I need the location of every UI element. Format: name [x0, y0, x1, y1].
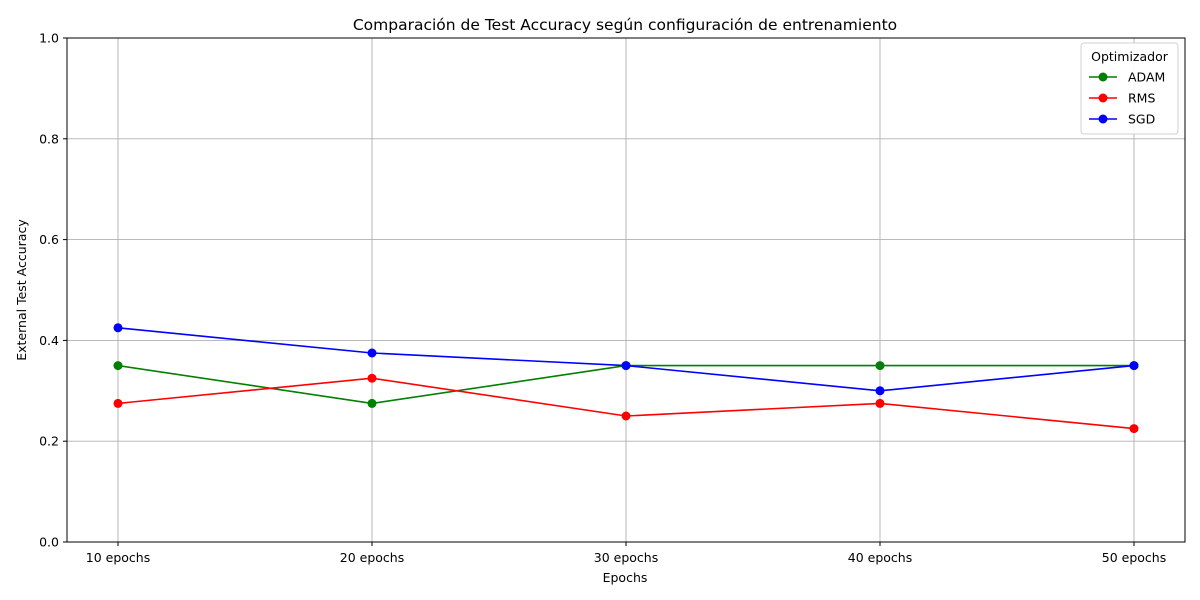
- x-tick-label: 10 epochs: [86, 550, 150, 565]
- legend: Optimizador ADAM RMS SGD: [1080, 42, 1179, 135]
- y-tick-label: 1.0: [39, 31, 59, 46]
- legend-title: Optimizador: [1091, 49, 1169, 64]
- y-tick-label: 0.6: [39, 232, 59, 247]
- y-tick-label: 0.0: [39, 535, 59, 550]
- chart-title: Comparación de Test Accuracy según confi…: [353, 16, 897, 34]
- y-tick-label: 0.8: [39, 131, 59, 146]
- data-point-rms: [367, 373, 377, 383]
- legend-box: [1080, 42, 1179, 135]
- legend-label-rms: RMS: [1128, 91, 1155, 106]
- data-point-sgd: [875, 386, 885, 396]
- x-tick-label: 20 epochs: [340, 550, 404, 565]
- x-tick-label: 30 epochs: [594, 550, 658, 565]
- series-sgd: [113, 323, 1139, 396]
- x-tick-label: 40 epochs: [848, 550, 912, 565]
- data-point-adam: [367, 398, 377, 408]
- legend-label-sgd: SGD: [1128, 112, 1155, 127]
- data-point-rms: [1129, 424, 1139, 434]
- data-point-sgd: [621, 361, 631, 371]
- legend-marker-adam: [1098, 72, 1108, 82]
- series-layer: [113, 323, 1139, 434]
- y-tick-label: 0.4: [39, 333, 59, 348]
- data-point-rms: [875, 398, 885, 408]
- x-axis-label: Epochs: [603, 570, 648, 585]
- legend-label-adam: ADAM: [1128, 70, 1165, 85]
- data-point-adam: [113, 361, 123, 371]
- legend-marker-rms: [1098, 93, 1108, 103]
- data-point-sgd: [367, 348, 377, 358]
- data-point-adam: [875, 361, 885, 371]
- series-rms: [113, 373, 1139, 434]
- x-tick-label: 50 epochs: [1102, 550, 1166, 565]
- axis-ticks: 10 epochs 20 epochs 30 epochs 40 epochs 50 e…: [39, 31, 1166, 566]
- legend-marker-sgd: [1098, 114, 1108, 124]
- grid: [67, 37, 1185, 543]
- data-point-rms: [621, 411, 631, 421]
- data-point-sgd: [1129, 361, 1139, 371]
- y-tick-label: 0.2: [39, 434, 59, 449]
- data-point-sgd: [113, 323, 123, 333]
- y-axis-label: External Test Accuracy: [14, 219, 29, 361]
- data-point-rms: [113, 398, 123, 408]
